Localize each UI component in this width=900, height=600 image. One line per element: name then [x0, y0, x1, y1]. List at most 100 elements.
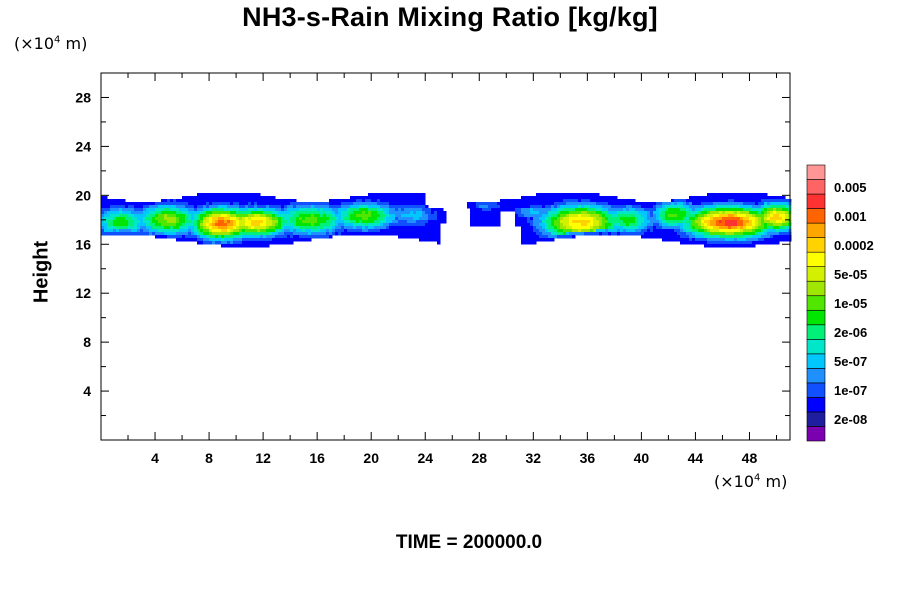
field-cell	[434, 238, 438, 242]
field-cell	[764, 196, 768, 200]
field-cell	[407, 193, 411, 197]
field-cell	[206, 211, 210, 215]
field-cell	[683, 211, 687, 215]
field-cell	[215, 199, 219, 203]
field-cell	[656, 229, 660, 233]
field-cell	[311, 214, 315, 218]
field-cell	[746, 214, 750, 218]
field-cell	[140, 220, 144, 224]
field-cell	[185, 199, 189, 203]
field-cell	[182, 235, 186, 239]
field-cell	[134, 232, 138, 236]
field-cell	[572, 226, 576, 230]
field-cell	[617, 232, 621, 236]
field-cell	[719, 238, 723, 242]
field-cell	[557, 220, 561, 224]
field-cell	[167, 211, 171, 215]
field-cell	[641, 211, 645, 215]
field-cell	[140, 217, 144, 221]
field-cell	[617, 208, 621, 212]
field-cell	[740, 193, 744, 197]
field-cell	[608, 214, 612, 218]
field-cell	[677, 226, 681, 230]
field-cell	[530, 217, 534, 221]
colorbar-swatch	[806, 382, 826, 398]
field-cell	[197, 208, 201, 212]
field-cell	[758, 214, 762, 218]
field-cell	[272, 223, 276, 227]
field-cell	[569, 220, 573, 224]
field-cell	[563, 226, 567, 230]
field-cell	[401, 235, 405, 239]
field-cell	[170, 223, 174, 227]
field-cell	[377, 199, 381, 203]
field-cell	[263, 238, 267, 242]
field-cell	[413, 214, 417, 218]
field-cell	[221, 229, 225, 233]
field-cell	[518, 214, 522, 218]
field-cell	[371, 199, 375, 203]
field-cell	[785, 214, 789, 218]
field-cell	[149, 217, 153, 221]
field-cell	[614, 232, 618, 236]
field-cell	[539, 199, 543, 203]
field-cell	[368, 205, 372, 209]
field-cell	[782, 220, 786, 224]
field-cell	[638, 214, 642, 218]
field-cell	[527, 196, 531, 200]
field-cell	[548, 199, 552, 203]
field-cell	[161, 199, 165, 203]
field-cell	[218, 205, 222, 209]
field-cell	[731, 220, 735, 224]
field-cell	[521, 238, 525, 242]
field-cell	[371, 223, 375, 227]
field-cell	[629, 232, 633, 236]
field-cell	[107, 217, 111, 221]
field-cell	[269, 232, 273, 236]
field-cell	[398, 214, 402, 218]
field-cell	[497, 202, 501, 206]
field-cell	[632, 202, 636, 206]
field-cell	[245, 196, 249, 200]
field-cell	[515, 208, 519, 212]
field-cell	[638, 202, 642, 206]
field-cell	[587, 226, 591, 230]
field-cell	[761, 232, 765, 236]
field-cell	[752, 208, 756, 212]
field-cell	[476, 205, 480, 209]
field-cell	[776, 214, 780, 218]
field-cell	[674, 205, 678, 209]
field-cell	[125, 202, 129, 206]
field-cell	[629, 205, 633, 209]
field-cell	[227, 211, 231, 215]
field-cell	[614, 208, 618, 212]
field-cell	[563, 211, 567, 215]
field-cell	[725, 223, 729, 227]
field-cell	[746, 202, 750, 206]
field-cell	[230, 241, 234, 245]
field-cell	[551, 196, 555, 200]
field-cell	[572, 196, 576, 200]
field-cell	[746, 235, 750, 239]
field-cell	[725, 220, 729, 224]
field-cell	[692, 241, 696, 245]
field-cell	[737, 196, 741, 200]
field-cell	[638, 220, 642, 224]
field-cell	[278, 208, 282, 212]
field-cell	[689, 220, 693, 224]
field-cell	[398, 199, 402, 203]
field-cell	[284, 238, 288, 242]
field-cell	[698, 202, 702, 206]
field-cell	[275, 217, 279, 221]
field-cell	[335, 208, 339, 212]
field-cell	[176, 205, 180, 209]
field-cell	[131, 226, 135, 230]
field-cell	[260, 229, 264, 233]
field-cell	[716, 196, 720, 200]
field-cell	[368, 199, 372, 203]
field-cell	[686, 235, 690, 239]
field-cell	[524, 217, 528, 221]
field-cell	[113, 202, 117, 206]
field-cell	[416, 193, 420, 197]
field-cell	[701, 220, 705, 224]
